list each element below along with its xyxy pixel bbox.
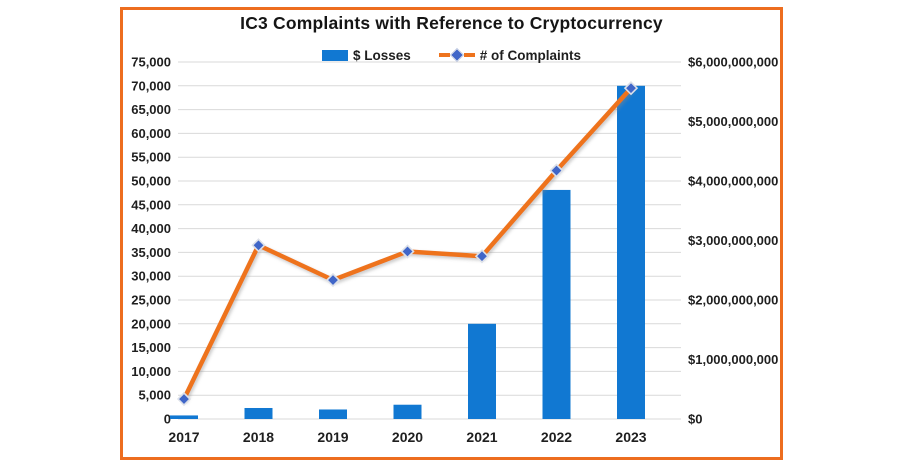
x-axis-label: 2019 xyxy=(317,429,348,445)
losses-bar-2018 xyxy=(244,407,273,419)
losses-bar-2021 xyxy=(468,323,496,419)
chart-frame xyxy=(120,7,783,460)
x-axis-label: 2023 xyxy=(615,429,646,445)
x-axis-label: 2021 xyxy=(466,429,497,445)
left-axis-tick: 45,000 xyxy=(131,197,171,212)
right-axis-tick: $4,000,000,000 xyxy=(688,174,778,189)
legend-item-complaints: # of Complaints xyxy=(438,47,582,63)
losses-bar-2020 xyxy=(393,404,422,419)
right-axis-tick: $2,000,000,000 xyxy=(688,293,778,308)
complaints-marker-2021 xyxy=(474,249,490,264)
right-axis-tick: $1,000,000,000 xyxy=(688,352,778,367)
x-axis-label: 2020 xyxy=(392,429,423,445)
left-axis-tick: 15,000 xyxy=(131,340,171,355)
right-axis-tick: $0 xyxy=(688,412,702,427)
right-axis-tick: $3,000,000,000 xyxy=(688,233,778,248)
right-axis-tick: $5,000,000,000 xyxy=(688,114,778,129)
complaints-marker-2018 xyxy=(251,238,266,253)
x-axis-label: 2022 xyxy=(541,429,572,445)
left-axis-tick: 10,000 xyxy=(131,364,171,379)
left-axis-tick: 20,000 xyxy=(131,316,171,331)
left-axis-tick: 65,000 xyxy=(131,102,171,117)
bar-series-swatch-icon xyxy=(321,49,348,61)
complaints-marker-2020 xyxy=(400,244,415,259)
complaints-marker-2019 xyxy=(325,272,341,288)
chart-title: IC3 Complaints with Reference to Cryptoc… xyxy=(240,13,663,33)
left-axis-tick: 5,000 xyxy=(138,388,171,403)
left-axis-tick: 40,000 xyxy=(131,221,171,236)
losses-bar-2017 xyxy=(170,415,198,419)
line-dash-icon xyxy=(438,53,450,57)
x-axis-label: 2018 xyxy=(243,429,274,445)
left-axis-tick: 25,000 xyxy=(131,293,171,308)
left-axis-tick: 55,000 xyxy=(131,150,171,165)
line-series-swatch-icon xyxy=(438,47,475,63)
right-axis-tick: $6,000,000,000 xyxy=(688,55,778,70)
left-axis-tick: 35,000 xyxy=(131,245,171,260)
diamond-marker-icon xyxy=(449,47,464,63)
losses-bar-2023 xyxy=(617,85,645,420)
chart-legend: $ Losses # of Complaints xyxy=(120,46,783,64)
complaints-marker-2017 xyxy=(176,391,192,407)
left-axis-tick: 30,000 xyxy=(131,269,171,284)
left-axis-tick: 0 xyxy=(164,412,171,427)
left-axis-tick: 70,000 xyxy=(131,78,171,93)
legend-losses-label: $ Losses xyxy=(352,47,411,63)
left-axis-tick: 75,000 xyxy=(131,55,171,70)
complaints-marker-2023 xyxy=(623,81,639,96)
line-dash-icon xyxy=(463,53,475,57)
x-axis-label: 2017 xyxy=(168,429,199,445)
legend-complaints-label: # of Complaints xyxy=(479,47,582,63)
complaints-marker-2022 xyxy=(549,163,564,178)
left-axis-tick: 60,000 xyxy=(131,126,171,141)
left-axis-tick: 50,000 xyxy=(131,174,171,189)
losses-bar-2019 xyxy=(319,409,347,419)
losses-bar-2022 xyxy=(542,189,571,419)
legend-item-losses: $ Losses xyxy=(321,47,411,63)
